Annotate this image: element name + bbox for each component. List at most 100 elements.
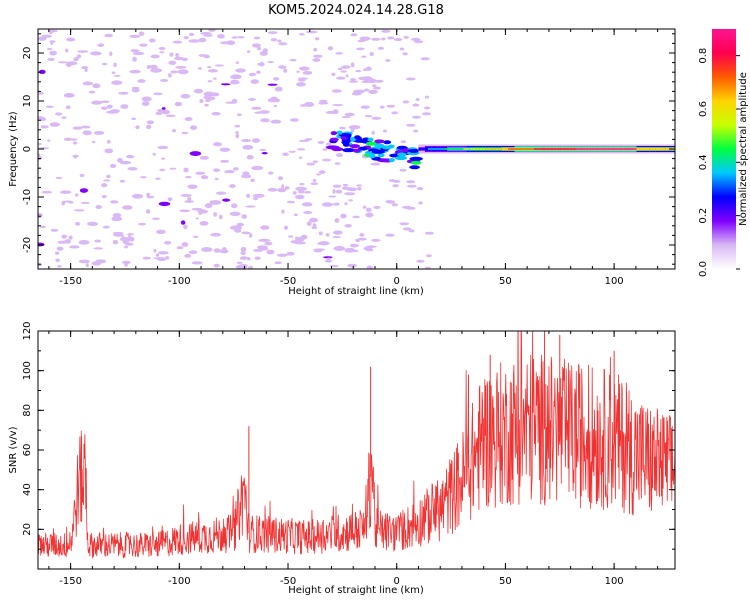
heatmap-cell [246,50,251,54]
heatmap-cell [273,104,278,108]
heatmap-cell [412,115,421,119]
heatmap-cell [207,65,212,69]
heatmap-cell [310,182,319,186]
heatmap-cell [258,238,271,242]
heatmap-cell [399,222,410,226]
heatmap-cell [187,197,192,202]
heatmap-cell [41,34,52,38]
heatmap-cell [111,71,116,74]
heatmap-cell [55,258,60,263]
heatmap-cell [97,43,105,47]
heatmap-cell [369,52,375,57]
heatmap-cell [387,36,395,40]
heatmap-band-cell [658,148,663,150]
spectrogram-x-label: Height of straight line (km) [288,286,424,297]
heatmap-cell [273,77,280,81]
heatmap-cell [200,247,213,253]
heatmap-cell [118,91,129,95]
heatmap-cell [270,38,278,42]
heatmap-cell [284,186,290,190]
heatmap-cell [180,220,186,225]
heatmap-cell [235,133,240,139]
heatmap-cell [139,176,147,179]
heatmap-cell [260,118,270,123]
heatmap-cell [38,242,45,247]
heatmap-cell [318,170,326,174]
heatmap-cell [70,138,78,141]
heatmap-band-cell [582,148,586,150]
heatmap-cell [150,54,160,59]
heatmap-cell [233,167,239,171]
heatmap-cell [344,224,352,228]
heatmap-cell [247,98,256,101]
heatmap-cell [66,61,78,66]
snr-x-label: Height of straight line (km) [288,585,424,596]
heatmap-cell [57,264,62,268]
heatmap-cell [335,189,343,194]
heatmap-cell [264,241,273,246]
heatmap-cell [235,131,239,134]
heatmap-cell [254,111,264,114]
colorbar-tick-label: 0.8 [698,48,709,64]
heatmap-cell [181,242,189,247]
heatmap-cell [329,137,339,142]
heatmap-cell [276,253,288,257]
heatmap-cell [240,246,247,252]
heatmap-cell [246,155,254,160]
heatmap-cell [49,50,57,56]
heatmap-cell [231,98,238,104]
heatmap-band-cell [530,148,535,150]
heatmap-cell [251,138,261,143]
heatmap-cell [304,138,313,141]
heatmap-cell [187,184,198,189]
heatmap-cell [332,104,344,107]
heatmap-cell [77,50,89,53]
heatmap-band-cell [524,148,529,150]
heatmap-cell [312,58,321,62]
x-tick-label: -100 [168,576,191,587]
heatmap-cell [424,231,434,235]
heatmap-cell [337,67,343,71]
heatmap-cell [399,47,405,51]
heatmap-cell [212,77,217,80]
heatmap-cell [424,106,431,110]
heatmap-cell [235,68,246,73]
figure-title: KOM5.2024.024.14.28.G18 [268,3,444,18]
heatmap-cell [362,205,367,209]
heatmap-cell [110,200,119,204]
heatmap-cell [55,251,60,255]
x-tick-label: -150 [59,576,82,587]
heatmap-band-cell [498,148,503,150]
heatmap-cell [181,131,189,135]
heatmap-cell [218,214,223,220]
heatmap-cell [240,139,252,143]
heatmap-cell [336,76,346,80]
heatmap-cell [266,249,275,255]
heatmap-band-cell [453,148,458,150]
heatmap-band-cell [572,148,577,150]
heatmap-cell [341,65,351,69]
heatmap-cell [342,148,354,153]
heatmap-band-cell [636,148,641,150]
heatmap-band-cell [594,148,599,150]
heatmap-cell [391,203,399,207]
heatmap-band-cell [466,148,471,150]
heatmap-cell [161,157,166,160]
heatmap-cell [295,186,307,191]
heatmap-cell [164,240,172,245]
heatmap-cell [353,89,365,94]
heatmap-cell [217,34,225,39]
heatmap-cell [332,188,336,194]
heatmap-band-cell [598,148,602,150]
heatmap-cell [210,232,222,237]
heatmap-cell [336,153,343,158]
heatmap-band-cell [617,148,622,150]
heatmap-cell [192,235,199,238]
heatmap-cell [109,163,117,169]
heatmap-band-cell [591,148,596,150]
heatmap-cell [175,66,187,69]
heatmap-cell [342,142,350,147]
heatmap-cell [278,65,287,69]
snr-y-label: SNR (v/v) [8,426,19,473]
heatmap-cell [406,206,416,210]
